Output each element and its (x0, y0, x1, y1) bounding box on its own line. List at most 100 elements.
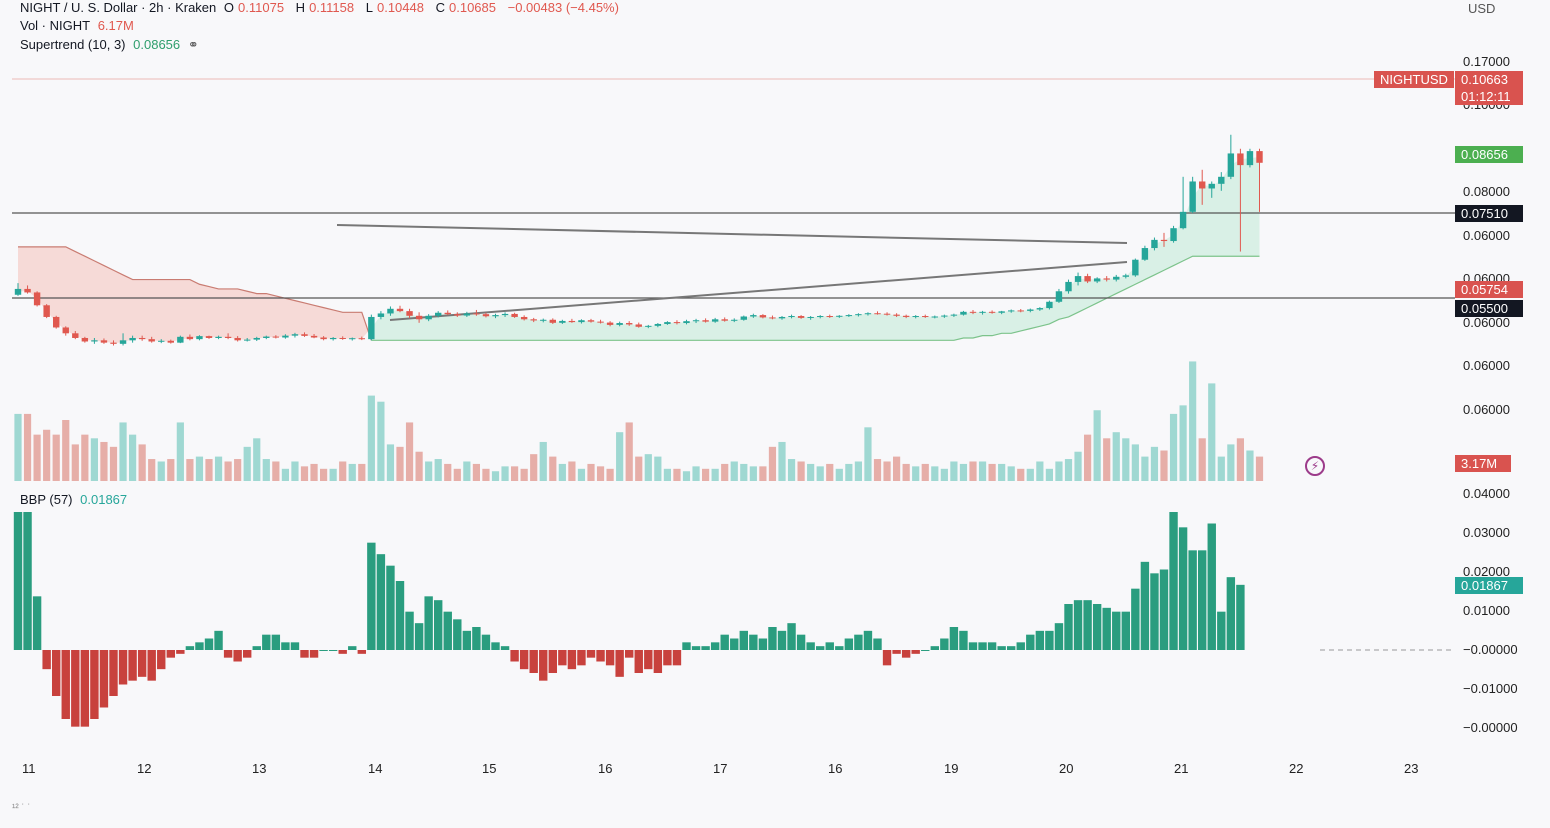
volume-bar (558, 463, 566, 481)
volume-bar (453, 468, 461, 481)
candle-body (100, 340, 108, 343)
bbp-bar (414, 623, 424, 650)
candle-body (473, 313, 480, 315)
candle-body (1103, 278, 1110, 280)
bbp-bar (615, 650, 624, 677)
candle-body (797, 316, 805, 318)
candle-body (24, 288, 31, 293)
volume-bar (912, 466, 920, 481)
bbp-bar (796, 634, 806, 650)
volume-bar (1055, 461, 1063, 481)
bbp-bar (882, 650, 892, 666)
bbp-bar (328, 650, 338, 651)
candle-body (482, 314, 490, 317)
bbp-legend: BBP (57) 0.01867 (20, 492, 131, 507)
candle-body (454, 314, 461, 316)
candle-body (1027, 309, 1034, 311)
bbp-bar (500, 646, 510, 650)
volume-bar (71, 444, 79, 481)
candle-body (186, 336, 194, 340)
volume-bar (1045, 468, 1053, 481)
candle-body (654, 323, 662, 326)
eye-icon[interactable]: ⚭ (187, 37, 199, 52)
bbp-bar (806, 642, 815, 650)
bar-high-price-tag: 0.05754 (1455, 281, 1523, 298)
bbp-bar (1217, 611, 1226, 650)
candle-body (1227, 153, 1235, 177)
bbp-bar (940, 638, 949, 650)
bbp-bar (930, 646, 939, 650)
volume-bar (568, 461, 576, 481)
volume-bar (816, 466, 824, 481)
bbp-bar (252, 646, 261, 650)
bbp-histogram (13, 512, 1455, 727)
candle-body (1074, 276, 1082, 282)
candle-body (836, 315, 843, 317)
candle-body (1017, 310, 1024, 312)
volume-bar (1160, 450, 1168, 481)
candle-body (1208, 183, 1215, 189)
supertrend-price-tag: 0.08656 (1455, 146, 1523, 163)
volume-bar (415, 451, 423, 481)
close-value: 0.10685 (449, 0, 496, 15)
volume-bar (377, 401, 385, 481)
candle-body (864, 313, 872, 315)
bbp-bar (367, 542, 376, 650)
volume-bar (109, 446, 118, 481)
bbp-bar (109, 650, 118, 696)
volume-bar (367, 395, 375, 481)
candle-body (616, 323, 623, 325)
bbp-tick-label: 0.02000 (1463, 564, 1510, 579)
volume-bar (998, 463, 1006, 481)
candle-body (415, 315, 423, 320)
volume-bar (262, 459, 270, 481)
bbp-bar (32, 596, 42, 650)
time-tick-label: 23 (1404, 761, 1419, 776)
candle-body (282, 335, 289, 338)
volume-bar (339, 461, 347, 481)
volume-bar (62, 420, 70, 481)
bbp-bar (1064, 604, 1073, 650)
volume-bar (195, 456, 204, 481)
bbp-bar (13, 512, 23, 650)
bbp-bar (1112, 611, 1121, 650)
bbp-value-tag: 0.01867 (1455, 577, 1523, 594)
bbp-bar (586, 650, 596, 658)
candle-body (731, 319, 738, 321)
volume-bar (616, 432, 624, 481)
volume-bar (119, 422, 127, 481)
candle-body (167, 340, 174, 343)
lower-trendline (389, 261, 1128, 321)
symbol-title[interactable]: NIGHT / U. S. Dollar · 2h · Kraken (20, 0, 217, 15)
supertrend-label[interactable]: Supertrend (10, 3) (20, 37, 126, 52)
candle-body (826, 316, 833, 318)
bbp-bar (157, 650, 166, 670)
time-tick-label: 22 (1289, 761, 1304, 776)
bbp-bar (634, 650, 643, 673)
candle-body (711, 319, 719, 322)
volume-label[interactable]: Vol · NIGHT (20, 18, 91, 33)
candle-body (683, 321, 690, 324)
candle-body (721, 319, 728, 321)
volume-bar (826, 463, 834, 481)
bbp-bar (80, 650, 90, 727)
volume-bar (472, 463, 480, 481)
bbp-bar (386, 565, 395, 650)
candle-body (1141, 248, 1149, 260)
currency-label[interactable]: USD (1468, 1, 1496, 16)
candle-body (310, 335, 318, 338)
candle-body (817, 316, 824, 318)
bbp-bar (357, 650, 366, 654)
bbp-bar (558, 650, 567, 666)
bbp-bar (911, 650, 920, 654)
lightning-icon[interactable]: ⚡ (1305, 456, 1325, 476)
bbp-bar (61, 650, 70, 719)
volume-bar (1227, 444, 1235, 481)
volume-bar (1217, 456, 1225, 481)
price-tick-label: 0.08000 (1463, 184, 1510, 199)
volume-bar (749, 466, 757, 481)
bbp-label[interactable]: BBP (57) (20, 492, 73, 507)
volume-bar (1150, 446, 1159, 481)
volume-bar (864, 427, 872, 481)
